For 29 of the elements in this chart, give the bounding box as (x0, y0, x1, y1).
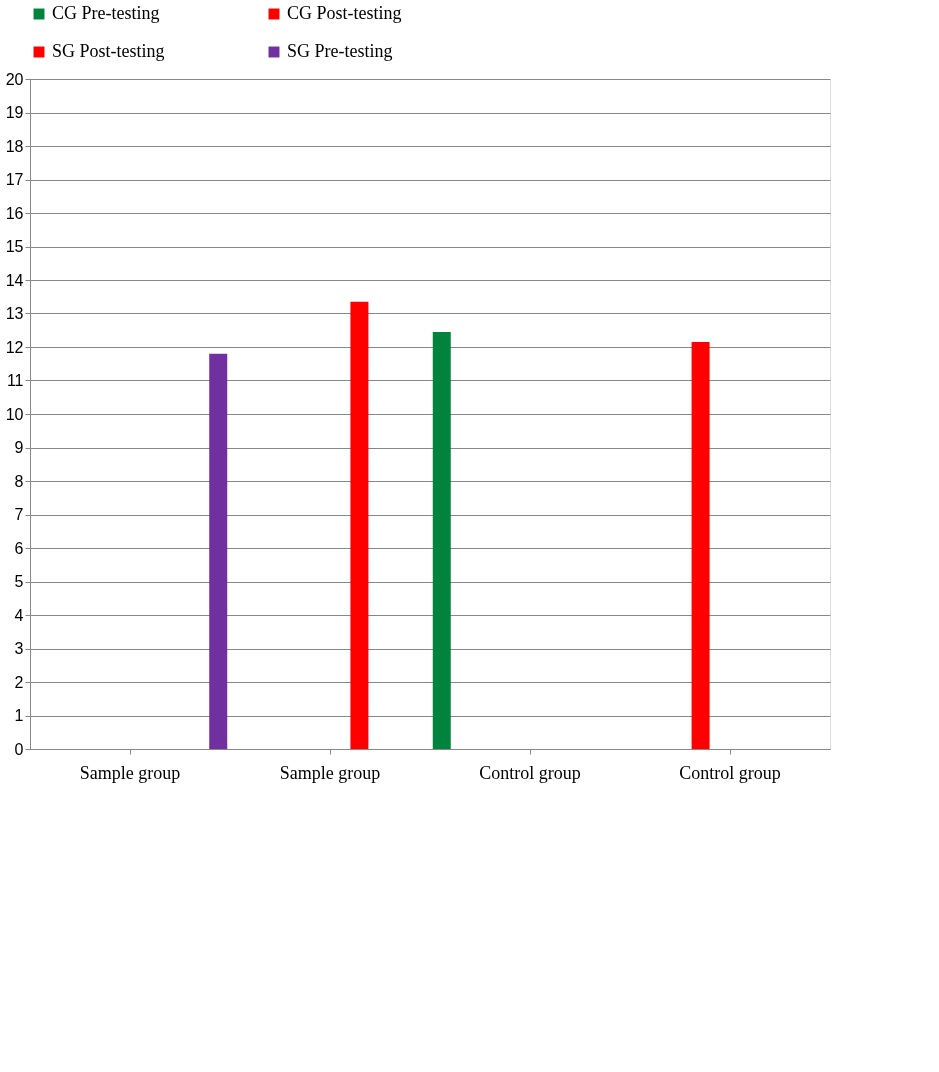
y-tick-label: 0 (14, 740, 24, 758)
y-tick-label: 14 (5, 271, 24, 289)
legend-label: CG Pre-testing (52, 3, 160, 23)
y-tick-label: 20 (5, 70, 24, 88)
y-tick-label: 2 (14, 673, 24, 691)
y-tick-label: 18 (5, 137, 24, 155)
y-tick-label: 8 (14, 472, 24, 490)
x-tick-label: Control group (479, 762, 581, 783)
y-tick-label: 1 (14, 707, 24, 724)
x-tick-label: Control group (679, 762, 781, 783)
y-tick-label: 5 (14, 573, 24, 590)
x-tick-label: Sample group (279, 762, 381, 783)
legend-label: SG Pre-testing (287, 41, 393, 61)
y-tick-label: 4 (14, 606, 24, 624)
legend-label: CG Post-testing (287, 3, 402, 23)
legend-label: SG Post-testing (52, 41, 165, 61)
y-tick-label: 17 (5, 171, 24, 188)
y-tick-label: 19 (5, 104, 24, 121)
y-tick-label: 11 (6, 372, 24, 389)
y-tick-label: 7 (14, 506, 24, 523)
y-tick-label: 3 (14, 640, 24, 657)
x-tick-label: Sample group (79, 762, 181, 783)
y-tick-label: 13 (5, 305, 24, 322)
y-tick-label: 10 (5, 405, 24, 423)
y-tick-label: 16 (5, 204, 24, 222)
y-tick-label: 12 (5, 338, 24, 356)
y-tick-label: 6 (14, 539, 24, 557)
y-tick-label: 15 (5, 238, 24, 255)
y-tick-label: 9 (14, 439, 24, 456)
